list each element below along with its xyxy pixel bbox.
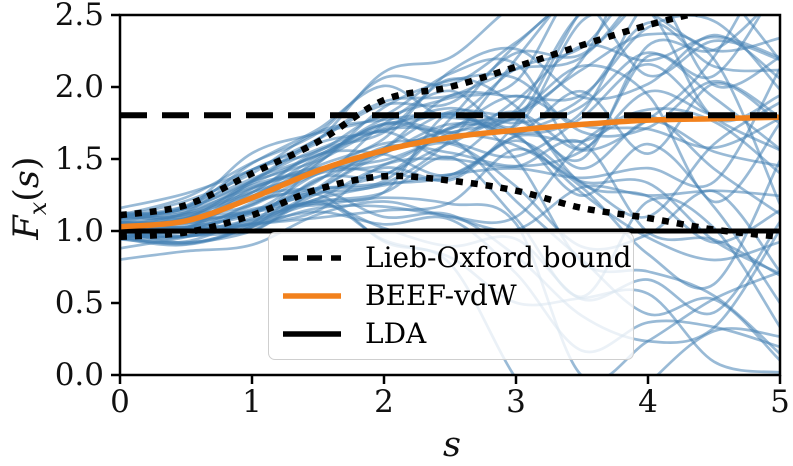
x-tick-label: 0 [110, 384, 130, 420]
legend-line-sample-dashed [283, 255, 341, 261]
legend: Lieb-Oxford bound BEEF-vdW LDA [268, 232, 634, 360]
ensemble-curve [120, 15, 628, 210]
x-axis-label: s [443, 425, 461, 465]
ensemble-curve [120, 15, 624, 226]
ensemble-curve [120, 139, 780, 277]
x-tick-label: 5 [770, 384, 790, 420]
y-tick-label: 0.0 [54, 357, 104, 393]
legend-line-sample-solid [283, 293, 341, 299]
y-tick-label: 1.0 [54, 213, 104, 249]
plot-spines [118, 13, 782, 377]
legend-line-sample-solid [283, 331, 341, 337]
legend-row: LDA [283, 316, 619, 350]
std-lower-dotted [120, 172, 780, 241]
ensemble-curve [120, 67, 780, 239]
x-tick-label: 4 [638, 384, 658, 420]
y-tick-label: 1.5 [54, 141, 104, 177]
y-tick-label: 2.0 [54, 69, 104, 105]
ylabel-argument: s [7, 170, 47, 189]
ylabel-symbol: F [7, 215, 47, 240]
x-tick-label: 2 [374, 384, 394, 420]
beef-vdw-line [120, 114, 780, 230]
ensemble-curve [120, 15, 780, 217]
ensemble-curve [120, 121, 780, 262]
std-upper-dotted [120, 15, 703, 219]
y-axis-label: Fx(s) [7, 156, 52, 240]
ensemble-curve [120, 15, 558, 229]
legend-label: BEEF-vdW [365, 278, 517, 312]
y-tick-label: 0.5 [54, 285, 104, 321]
y-tick-label: 2.5 [54, 0, 104, 33]
ylabel-open-paren: ( [7, 188, 47, 202]
ylabel-close-paren: ) [7, 156, 47, 171]
legend-label: LDA [365, 316, 427, 350]
legend-row: BEEF-vdW [283, 278, 619, 312]
ensemble-curve [120, 15, 762, 215]
plot-data-layer [120, 15, 780, 375]
legend-label: Lieb-Oxford bound [365, 240, 632, 274]
ensemble-curve [120, 101, 780, 244]
x-tick-label: 1 [242, 384, 262, 420]
ensemble-curve [120, 15, 780, 233]
ylabel-subscript: x [24, 201, 52, 216]
x-tick-label: 3 [506, 384, 526, 420]
ensemble-curve [120, 15, 504, 231]
legend-row: Lieb-Oxford bound [283, 242, 631, 274]
